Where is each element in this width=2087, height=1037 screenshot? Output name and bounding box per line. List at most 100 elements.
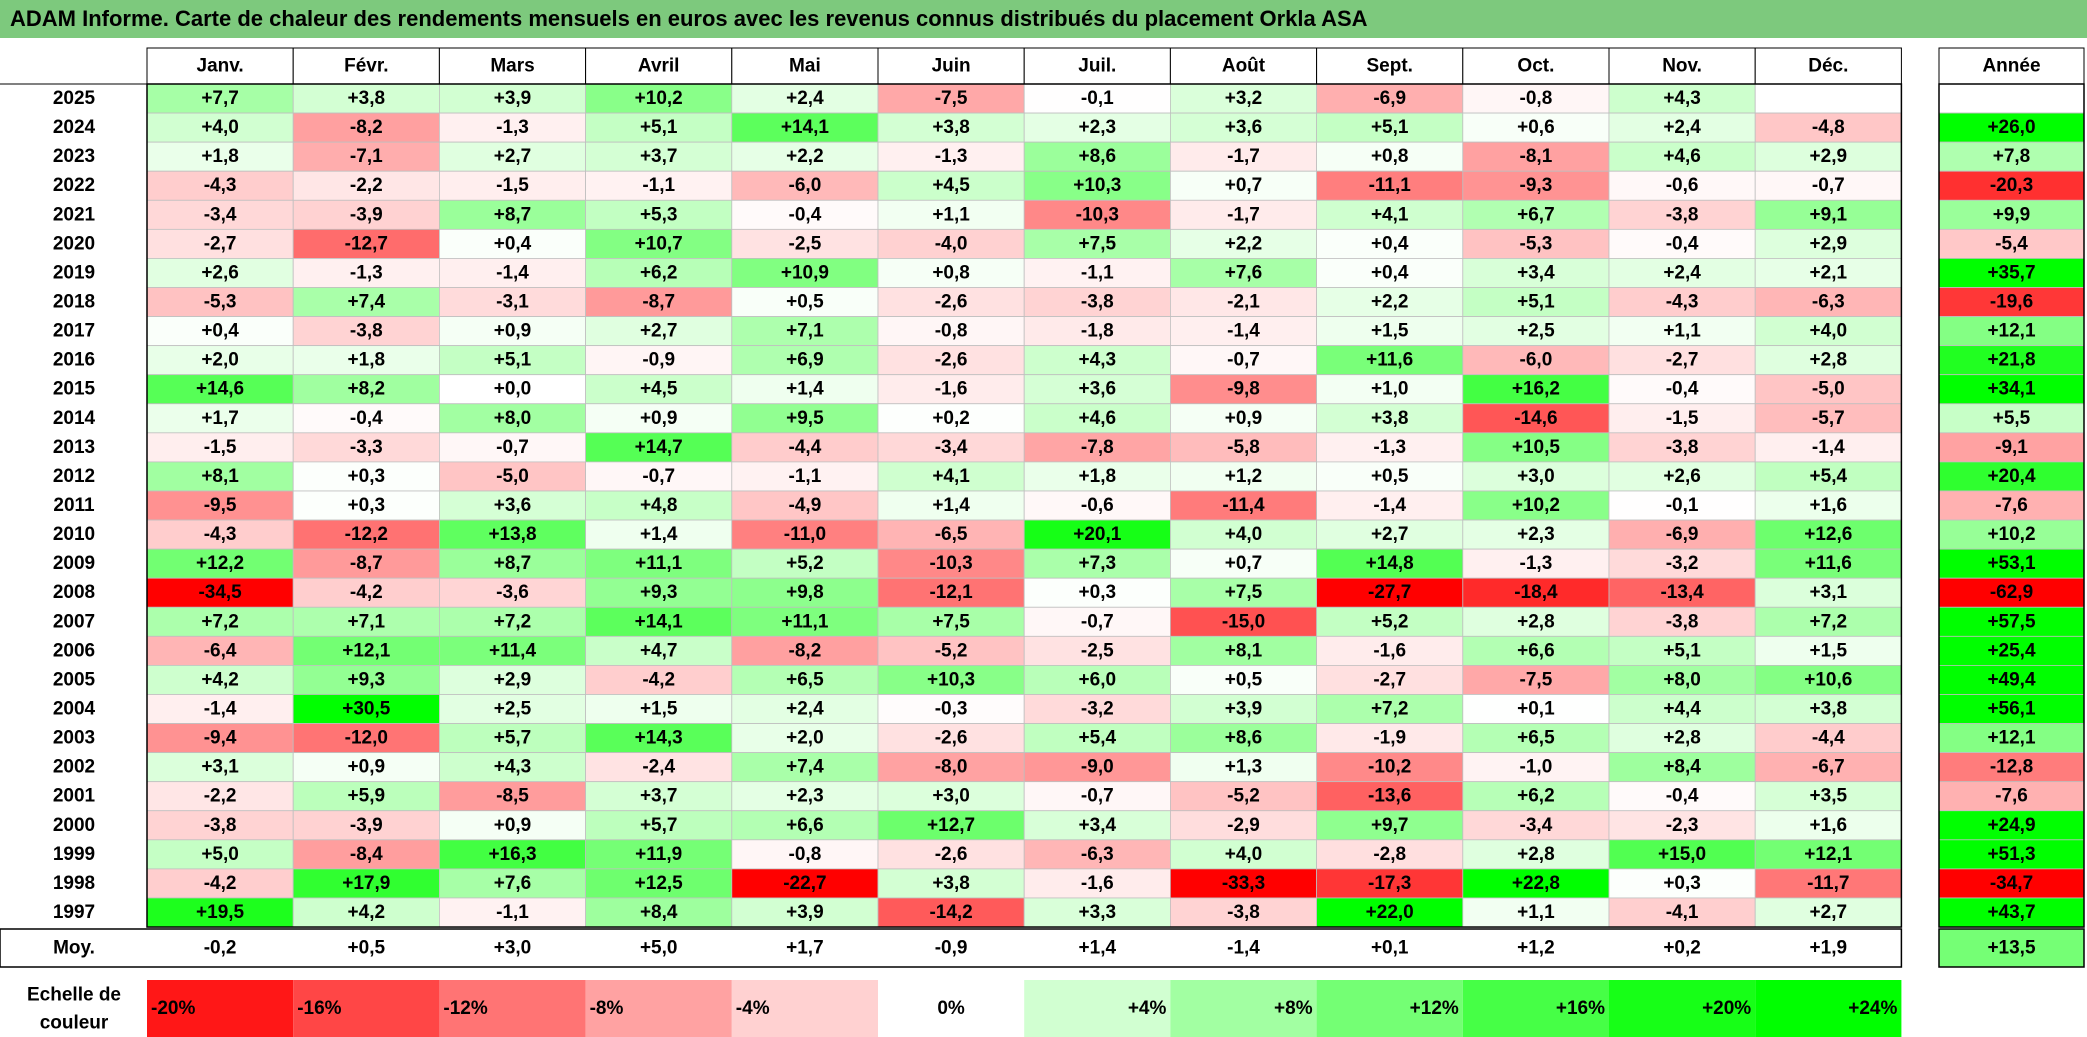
cell-value: +4,0	[1225, 524, 1263, 545]
cell-value: -0,7	[1227, 350, 1260, 371]
heatmap-cell	[1462, 723, 1610, 754]
heatmap-cell	[1316, 199, 1464, 230]
heatmap-cell	[1170, 810, 1318, 841]
cell-value: +2,4	[786, 88, 824, 109]
average-label: Moy.	[53, 938, 95, 959]
cell-value: +4,1	[932, 466, 970, 487]
cell-value: +14,1	[635, 611, 684, 632]
cell-value: +2,8	[1663, 728, 1701, 749]
cell-value: +9,3	[348, 669, 386, 690]
heatmap-cell	[1462, 461, 1610, 492]
cell-value: +2,1	[1810, 262, 1848, 283]
cell-value: -3,8	[350, 321, 383, 342]
heatmap-cell	[585, 490, 733, 521]
annual-cell	[1938, 199, 2085, 230]
cell-value: +3,0	[1517, 466, 1555, 487]
heatmap-cell	[1754, 461, 1902, 492]
cell-value: +0,9	[494, 815, 532, 836]
heatmap-cell	[1023, 345, 1171, 376]
cell-value: +4,8	[640, 495, 678, 516]
cell-value: -1,3	[1373, 437, 1406, 458]
average-value: +0,5	[348, 938, 386, 959]
cell-value: +8,6	[1225, 728, 1263, 749]
cell-value: -1,4	[204, 699, 237, 720]
cell-value: -15,0	[1222, 611, 1265, 632]
cell-value: +4,2	[201, 669, 239, 690]
heatmap-cell	[731, 665, 879, 695]
cell-value: +3,2	[1225, 88, 1263, 109]
annual-value: -20,3	[1990, 175, 2033, 196]
heatmap-cell	[146, 141, 294, 172]
color-scale-stop: -12%	[443, 998, 487, 1019]
cell-value: +12,6	[1804, 524, 1852, 545]
heatmap-cell	[146, 199, 294, 230]
cell-value: -1,4	[496, 262, 529, 283]
cell-value: -2,8	[1373, 844, 1406, 865]
heatmap-cell	[1462, 897, 1610, 928]
cell-value: +7,7	[201, 88, 239, 109]
heatmap-cell	[731, 519, 879, 550]
heatmap-cell	[1170, 287, 1318, 317]
color-scale-stop: 0%	[937, 998, 965, 1019]
heatmap-cell	[1170, 316, 1318, 347]
cell-value: +2,9	[1810, 146, 1848, 167]
annual-value: +24,9	[1987, 815, 2035, 836]
cell-value: +1,8	[201, 146, 239, 167]
cell-value: -3,8	[1666, 437, 1699, 458]
row-year: 2005	[53, 669, 96, 690]
cell-value: -2,7	[1666, 350, 1699, 371]
cell-value: -4,2	[350, 582, 383, 603]
heatmap-cell	[1754, 432, 1902, 463]
annual-cell	[1938, 170, 2085, 201]
cell-value: +2,5	[494, 699, 532, 720]
cell-value: +5,7	[640, 815, 678, 836]
cell-value: +1,6	[1810, 495, 1848, 516]
annual-value: +34,1	[1987, 379, 2036, 400]
annual-value: +56,1	[1987, 699, 2036, 720]
cell-value: -2,6	[935, 728, 968, 749]
annual-value: +26,0	[1987, 117, 2035, 138]
heatmap-cell	[1316, 635, 1464, 666]
heatmap-cell	[585, 258, 733, 288]
cell-value: +4,3	[1079, 350, 1117, 371]
cell-value: +2,6	[201, 262, 239, 283]
heatmap-cell	[1462, 316, 1610, 347]
cell-value: +3,8	[348, 88, 386, 109]
cell-value: +0,3	[1079, 582, 1117, 603]
annual-cell	[1938, 374, 2085, 405]
heatmap-cell	[1316, 403, 1464, 434]
heatmap-cell	[438, 316, 586, 347]
heatmap-cell	[585, 781, 733, 812]
cell-value: -7,5	[1520, 669, 1553, 690]
row-year: 2024	[53, 117, 96, 138]
heatmap-cell	[146, 694, 294, 724]
row-year: 2008	[53, 582, 95, 603]
heatmap-cell	[1023, 752, 1171, 783]
heatmap-cell	[1608, 577, 1756, 608]
month-header-1: Janv.	[197, 56, 244, 77]
heatmap-cell	[1170, 606, 1318, 637]
cell-value: -3,6	[496, 582, 529, 603]
row-year: 2007	[53, 611, 95, 632]
cell-value: +7,2	[201, 611, 239, 632]
row-year: 2014	[53, 408, 96, 429]
cell-value: -22,7	[783, 873, 826, 894]
heatmap-cell	[877, 868, 1025, 899]
heatmap-cell	[438, 665, 586, 695]
heatmap-cell	[292, 897, 440, 928]
heatmap-cell	[438, 606, 586, 637]
row-year: 2001	[53, 786, 96, 807]
heatmap-cell	[585, 374, 733, 405]
heatmap-cell	[585, 112, 733, 143]
average-value: +1,4	[1079, 938, 1117, 959]
heatmap-cell	[1462, 665, 1610, 695]
cell-value: +16,3	[488, 844, 536, 865]
color-scale-swatch	[1609, 980, 1756, 1037]
heatmap-cell	[1754, 199, 1902, 230]
cell-value: -0,4	[789, 204, 822, 225]
cell-value: +11,1	[781, 611, 828, 632]
cell-value: +2,3	[786, 786, 824, 807]
cell-value: +8,0	[1663, 669, 1701, 690]
cell-value: +8,1	[201, 466, 239, 487]
heatmap-cell	[1170, 258, 1318, 288]
